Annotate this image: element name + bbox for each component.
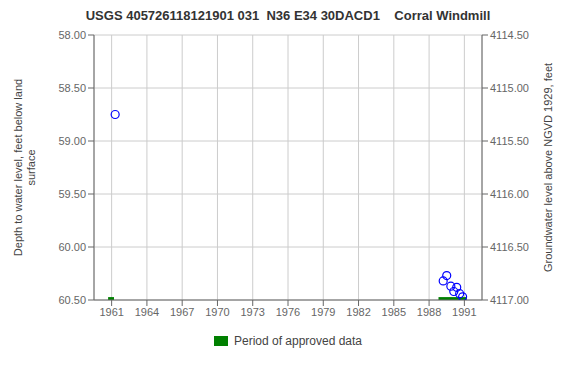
svg-text:4115.00: 4115.00 bbox=[490, 82, 529, 94]
svg-text:1985: 1985 bbox=[382, 306, 406, 318]
svg-text:4114.50: 4114.50 bbox=[490, 29, 529, 41]
svg-text:1982: 1982 bbox=[346, 306, 370, 318]
svg-text:4116.50: 4116.50 bbox=[490, 241, 529, 253]
svg-text:60.50: 60.50 bbox=[58, 294, 86, 306]
svg-text:4115.50: 4115.50 bbox=[490, 135, 529, 147]
svg-text:58.00: 58.00 bbox=[58, 29, 86, 41]
svg-text:1964: 1964 bbox=[135, 306, 159, 318]
svg-text:59.00: 59.00 bbox=[58, 135, 86, 147]
svg-text:4116.00: 4116.00 bbox=[490, 188, 529, 200]
svg-text:1976: 1976 bbox=[276, 306, 300, 318]
svg-text:59.50: 59.50 bbox=[58, 188, 86, 200]
html-text:Period of approved data: Period of approved data bbox=[234, 334, 362, 348]
svg-text:4117.00: 4117.00 bbox=[490, 294, 529, 306]
svg-text:Depth to water level, feet bel: Depth to water level, feet below landsur… bbox=[12, 79, 37, 256]
svg-text:1970: 1970 bbox=[205, 306, 229, 318]
svg-text:1973: 1973 bbox=[240, 306, 264, 318]
svg-text:1991: 1991 bbox=[452, 306, 476, 318]
svg-text:1961: 1961 bbox=[99, 306, 123, 318]
html-text:USGS 405726118121901 031 N36 E: USGS 405726118121901 031 N36 E34 30DACD1… bbox=[85, 8, 491, 23]
svg-text:1967: 1967 bbox=[170, 306, 194, 318]
svg-text:Groundwater level above NGVD 1: Groundwater level above NGVD 1929, feet bbox=[542, 63, 554, 272]
svg-text:58.50: 58.50 bbox=[58, 82, 86, 94]
svg-text:60.00: 60.00 bbox=[58, 241, 86, 253]
svg-text:1988: 1988 bbox=[417, 306, 441, 318]
svg-text:1979: 1979 bbox=[311, 306, 335, 318]
